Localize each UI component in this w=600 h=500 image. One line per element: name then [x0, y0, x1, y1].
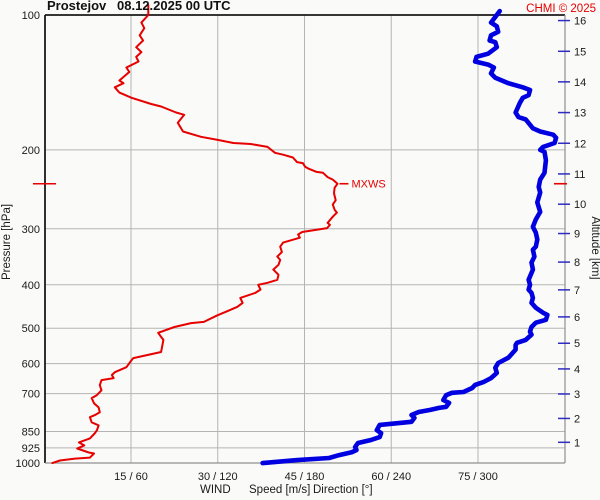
legend-wind: WIND [200, 484, 231, 496]
legend-speed: Speed [m/s] [249, 484, 310, 496]
pressure-tick-label: 100 [22, 10, 40, 22]
altitude-tick-label: 3 [574, 389, 580, 401]
altitude-tick-label: 14 [574, 77, 586, 89]
pressure-tick-label: 925 [22, 443, 40, 455]
station-name: Prostejov [47, 0, 107, 13]
pressure-tick-label: 700 [22, 389, 40, 401]
pressure-tick-label: 850 [22, 426, 40, 438]
curve-layer [51, 4, 559, 466]
speed-curve [51, 4, 339, 465]
x-tick-label: 75 / 300 [458, 471, 498, 483]
altitude-tick-label: 15 [574, 46, 586, 58]
pressure-tick-label: 200 [22, 145, 40, 157]
altitude-tick-label: 9 [574, 229, 580, 241]
altitude-tick-label: 7 [574, 285, 580, 297]
x-tick-label: 30 / 120 [198, 471, 238, 483]
sounding-datetime: 08.12.2025 00 UTC [117, 0, 231, 13]
mxws-label: MXWS [351, 179, 385, 191]
plot-frame [44, 14, 566, 464]
altitude-tick-label: 16 [574, 16, 586, 28]
altitude-tick-label: 13 [574, 108, 586, 120]
altitude-tick-label: 12 [574, 138, 586, 150]
altitude-tick-label: 4 [574, 364, 580, 376]
pressure-tick-label: 1000 [16, 458, 40, 470]
altitude-tick-label: 10 [574, 199, 586, 211]
altitude-tick-label: 2 [574, 413, 580, 425]
pressure-tick-label: 500 [22, 323, 40, 335]
altitude-tick-label: 6 [574, 312, 580, 324]
legend-direction: Direction [°] [313, 484, 373, 496]
altitude-tick-label: 11 [574, 169, 585, 181]
grid-layer [45, 15, 565, 463]
pressure-axis-title: Pressure [hPa] [1, 204, 13, 280]
tick-layer: 15 / 60 30 / 120 45 / 180 60 / 240 75 / 300 1… [16, 10, 587, 483]
copyright-label: CHMI © 2025 [526, 3, 596, 15]
x-tick-label: 15 / 60 [114, 471, 148, 483]
altitude-tick-label: 1 [574, 437, 580, 449]
altitude-axis-title: Altitude [km] [589, 216, 600, 279]
x-tick-label: 45 / 180 [285, 471, 325, 483]
pressure-tick-label: 600 [22, 359, 40, 371]
altitude-tick-label: 5 [574, 338, 580, 350]
x-tick-label: 60 / 240 [371, 471, 411, 483]
pressure-tick-label: 400 [22, 280, 40, 292]
direction-curve [260, 8, 559, 466]
pressure-tick-label: 300 [22, 224, 40, 236]
altitude-tick-label: 8 [574, 257, 580, 269]
